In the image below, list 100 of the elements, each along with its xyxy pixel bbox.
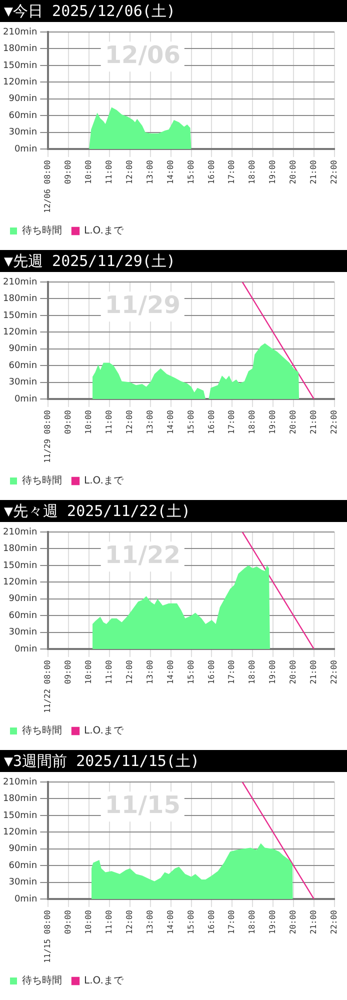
x-tick-label: 21:00 xyxy=(309,410,318,434)
y-tick-label: 30min xyxy=(8,628,38,638)
x-tick-label: 18:00 xyxy=(248,160,257,184)
x-tick-label: 16:00 xyxy=(206,910,216,934)
x-tick-label: 20:00 xyxy=(288,910,298,934)
x-tick-label: 11:00 xyxy=(104,910,114,934)
x-tick-label: 16:00 xyxy=(206,410,216,434)
x-tick-label: 15:00 xyxy=(186,410,196,434)
x-tick-label: 18:00 xyxy=(248,410,257,434)
x-tick-label: 14:00 xyxy=(166,910,175,934)
y-tick-label: 90min xyxy=(8,594,38,604)
legend-label: L.O.まで xyxy=(84,726,124,737)
x-tick-label: 15:00 xyxy=(186,910,196,934)
chart-title: ▼3週間前 2025/11/15(土) xyxy=(0,750,347,772)
x-tick-label: 16:00 xyxy=(206,160,216,184)
x-tick-label: 09:00 xyxy=(64,910,73,934)
y-tick-label: 210min xyxy=(2,27,38,38)
x-tick-label: 19:00 xyxy=(268,410,278,434)
y-tick-label: 90min xyxy=(8,94,38,104)
x-tick-label: 21:00 xyxy=(309,160,318,184)
x-tick-label: 12:00 xyxy=(125,160,134,184)
x-tick-label: 12:00 xyxy=(125,910,134,934)
x-tick-label: 20:00 xyxy=(288,160,298,184)
x-tick-label: 11/15 08:00 xyxy=(43,910,52,964)
chart-title: ▼先週 2025/11/29(土) xyxy=(0,250,347,272)
legend-label: L.O.まで xyxy=(84,226,124,237)
x-tick-label: 10:00 xyxy=(84,410,94,434)
legend-label: 待ち時間 xyxy=(22,474,62,487)
y-tick-label: 0min xyxy=(14,644,38,654)
y-tick-label: 210min xyxy=(2,527,38,538)
x-tick-label: 19:00 xyxy=(268,660,278,684)
y-tick-label: 90min xyxy=(8,344,38,354)
y-tick-label: 30min xyxy=(8,378,38,388)
x-tick-label: 09:00 xyxy=(64,160,73,184)
y-tick-label: 0min xyxy=(14,394,38,404)
y-tick-label: 180min xyxy=(2,294,38,304)
x-tick-label: 18:00 xyxy=(248,910,257,934)
legend-label: 待ち時間 xyxy=(22,974,62,987)
y-tick-label: 210min xyxy=(2,777,38,788)
x-tick-label: 09:00 xyxy=(64,410,73,434)
x-tick-label: 21:00 xyxy=(309,660,318,684)
y-tick-label: 150min xyxy=(2,60,38,71)
y-tick-label: 60min xyxy=(8,610,38,621)
y-tick-label: 30min xyxy=(8,878,38,888)
x-tick-label: 18:00 xyxy=(248,660,257,684)
y-tick-label: 120min xyxy=(2,77,38,88)
y-tick-label: 0min xyxy=(14,894,38,904)
x-tick-label: 22:00 xyxy=(329,910,338,934)
x-tick-label: 11/22 08:00 xyxy=(43,660,52,714)
y-tick-label: 0min xyxy=(14,144,38,154)
x-tick-label: 12:00 xyxy=(125,410,134,434)
x-tick-label: 17:00 xyxy=(227,410,236,434)
y-tick-label: 30min xyxy=(8,128,38,138)
x-tick-label: 13:00 xyxy=(145,160,154,184)
y-tick-label: 210min xyxy=(2,277,38,288)
y-tick-label: 150min xyxy=(2,310,38,321)
x-tick-label: 17:00 xyxy=(227,910,236,934)
x-tick-label: 22:00 xyxy=(329,660,338,684)
y-tick-label: 90min xyxy=(8,844,38,854)
x-tick-label: 14:00 xyxy=(166,660,175,684)
legend-label: 待ち時間 xyxy=(22,724,62,737)
x-tick-label: 10:00 xyxy=(84,160,94,184)
legend-label: 待ち時間 xyxy=(22,224,62,237)
x-tick-label: 13:00 xyxy=(145,660,154,684)
chart-title: ▼今日 2025/12/06(土) xyxy=(0,0,347,22)
x-tick-label: 13:00 xyxy=(145,910,154,934)
x-tick-label: 10:00 xyxy=(84,910,94,934)
x-tick-label: 20:00 xyxy=(288,410,298,434)
x-tick-label: 19:00 xyxy=(268,160,278,184)
x-tick-label: 11:00 xyxy=(104,660,114,684)
chart-title: ▼先々週 2025/11/22(土) xyxy=(0,500,347,522)
x-tick-label: 15:00 xyxy=(186,160,196,184)
y-tick-label: 60min xyxy=(8,360,38,371)
x-tick-label: 17:00 xyxy=(227,160,236,184)
x-tick-label: 22:00 xyxy=(329,410,338,434)
x-tick-label: 11/29 08:00 xyxy=(43,410,52,464)
x-tick-label: 14:00 xyxy=(166,410,175,434)
y-tick-label: 120min xyxy=(2,827,38,838)
y-tick-label: 60min xyxy=(8,860,38,871)
x-tick-label: 09:00 xyxy=(64,660,73,684)
x-tick-label: 13:00 xyxy=(145,410,154,434)
x-tick-label: 17:00 xyxy=(227,660,236,684)
x-tick-label: 12/06 08:00 xyxy=(43,160,52,214)
x-tick-label: 16:00 xyxy=(206,660,216,684)
x-tick-label: 20:00 xyxy=(288,660,298,684)
legend-label: L.O.まで xyxy=(84,976,124,987)
y-tick-label: 150min xyxy=(2,560,38,571)
x-tick-label: 11:00 xyxy=(104,410,114,434)
x-tick-label: 21:00 xyxy=(309,910,318,934)
x-tick-label: 11:00 xyxy=(104,160,114,184)
x-tick-label: 15:00 xyxy=(186,660,196,684)
x-tick-label: 10:00 xyxy=(84,660,94,684)
legend-label: L.O.まで xyxy=(84,476,124,487)
y-tick-label: 180min xyxy=(2,44,38,54)
y-tick-label: 150min xyxy=(2,810,38,821)
y-tick-label: 60min xyxy=(8,110,38,121)
x-tick-label: 14:00 xyxy=(166,160,175,184)
y-tick-label: 180min xyxy=(2,544,38,554)
y-tick-label: 120min xyxy=(2,327,38,338)
x-tick-label: 19:00 xyxy=(268,910,278,934)
